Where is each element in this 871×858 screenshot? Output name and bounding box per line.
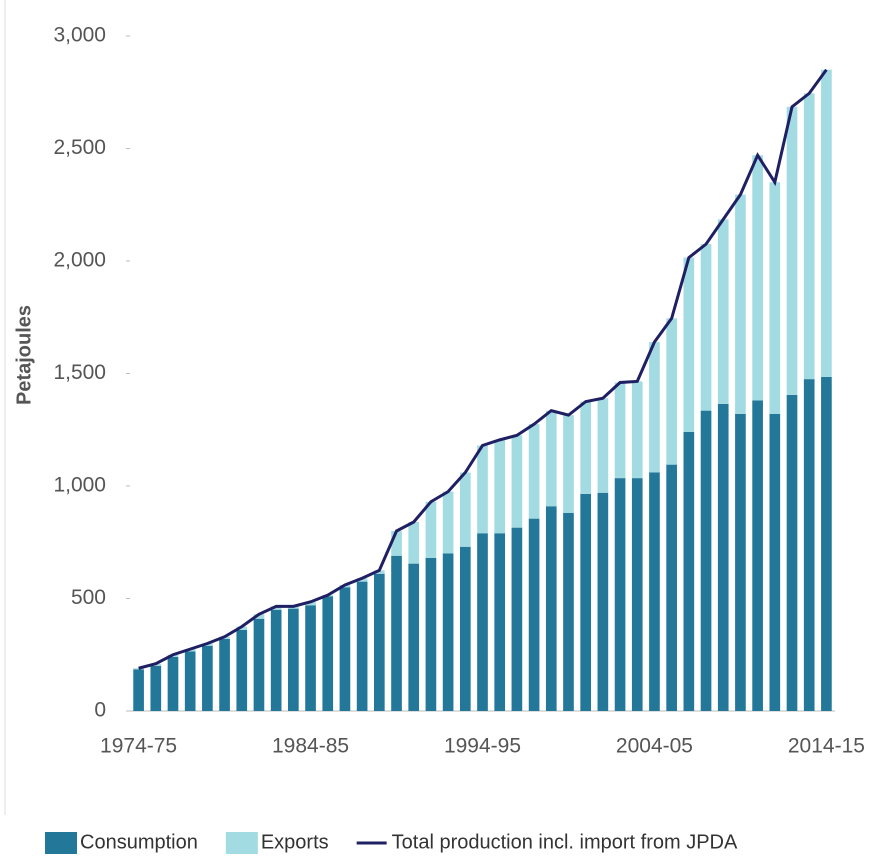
bar bbox=[545, 506, 557, 711]
y-tick-label: 500 bbox=[71, 586, 106, 609]
bar bbox=[803, 93, 815, 380]
bar bbox=[511, 527, 523, 711]
bar bbox=[786, 106, 798, 395]
bar bbox=[700, 410, 712, 711]
bar bbox=[803, 379, 815, 711]
bar bbox=[717, 403, 729, 711]
bar bbox=[700, 244, 712, 411]
bar bbox=[563, 513, 574, 711]
x-tick-label: 1994-95 bbox=[444, 735, 521, 758]
bar bbox=[133, 668, 144, 670]
bar bbox=[528, 518, 540, 711]
bar bbox=[442, 553, 454, 711]
bar bbox=[305, 601, 316, 606]
bar bbox=[683, 432, 695, 711]
bar bbox=[219, 639, 230, 711]
y-tick-label: 1,500 bbox=[53, 361, 106, 384]
bar bbox=[391, 555, 402, 711]
bar bbox=[769, 182, 781, 414]
bar bbox=[339, 587, 351, 711]
legend-label: Total production incl. import from JPDA bbox=[392, 831, 738, 853]
bar bbox=[167, 657, 179, 711]
bar bbox=[666, 464, 677, 711]
bar bbox=[597, 492, 609, 711]
bar bbox=[425, 501, 437, 558]
bar bbox=[563, 415, 574, 513]
bar bbox=[408, 522, 420, 564]
bar bbox=[769, 414, 781, 711]
bar bbox=[253, 618, 265, 711]
bar bbox=[511, 435, 523, 528]
bar bbox=[649, 472, 660, 711]
bar bbox=[614, 478, 626, 711]
legend-label: Exports bbox=[261, 831, 329, 853]
bar bbox=[322, 596, 334, 711]
bar bbox=[442, 491, 454, 554]
bar bbox=[133, 669, 144, 711]
legend-label: Consumption bbox=[80, 831, 198, 853]
y-tick-label: 3,000 bbox=[53, 24, 106, 47]
bar bbox=[821, 69, 832, 377]
bar bbox=[425, 558, 437, 711]
bar bbox=[649, 342, 660, 473]
bar bbox=[477, 533, 488, 711]
legend-marker bbox=[225, 832, 258, 854]
y-axis-label: Petajoules bbox=[13, 305, 35, 405]
x-tick-label: 2014-15 bbox=[788, 735, 865, 758]
y-tick-label: 2,500 bbox=[53, 136, 106, 159]
bar bbox=[717, 219, 729, 404]
bar bbox=[528, 424, 540, 519]
bar bbox=[786, 394, 798, 711]
bar bbox=[752, 400, 763, 711]
bar bbox=[580, 401, 592, 494]
x-tick-label: 2004-05 bbox=[616, 735, 693, 758]
legend-marker bbox=[45, 832, 77, 854]
bar bbox=[821, 376, 832, 711]
bar bbox=[735, 414, 746, 711]
bar bbox=[202, 645, 213, 711]
bar bbox=[494, 533, 506, 711]
bar bbox=[580, 493, 592, 711]
bar bbox=[614, 382, 626, 479]
bar bbox=[597, 398, 609, 493]
x-tick-label: 1974-75 bbox=[100, 735, 177, 758]
bar bbox=[373, 570, 385, 574]
bar bbox=[356, 581, 368, 711]
bar bbox=[631, 478, 643, 711]
bar bbox=[735, 194, 746, 414]
y-tick-label: 2,000 bbox=[53, 249, 106, 272]
bar bbox=[494, 439, 506, 534]
bar bbox=[459, 472, 471, 547]
bar bbox=[270, 606, 282, 610]
bar bbox=[459, 546, 471, 711]
y-tick-label: 0 bbox=[94, 699, 106, 722]
bar bbox=[477, 445, 488, 534]
x-tick-label: 1984-85 bbox=[272, 735, 349, 758]
bar bbox=[391, 531, 402, 556]
bar bbox=[150, 666, 162, 711]
bar bbox=[545, 410, 557, 507]
bar bbox=[683, 257, 695, 432]
bar bbox=[236, 630, 248, 711]
line bbox=[138, 68, 828, 670]
bar bbox=[253, 614, 265, 619]
bar bbox=[752, 155, 763, 401]
bar bbox=[184, 651, 196, 711]
bar bbox=[270, 609, 282, 711]
bar bbox=[356, 578, 368, 582]
bar bbox=[666, 318, 677, 465]
bar bbox=[305, 605, 316, 711]
bar bbox=[408, 563, 420, 711]
bar bbox=[631, 381, 643, 479]
bar bbox=[288, 608, 299, 711]
y-tick-label: 1,000 bbox=[53, 474, 106, 497]
bar bbox=[373, 573, 385, 711]
